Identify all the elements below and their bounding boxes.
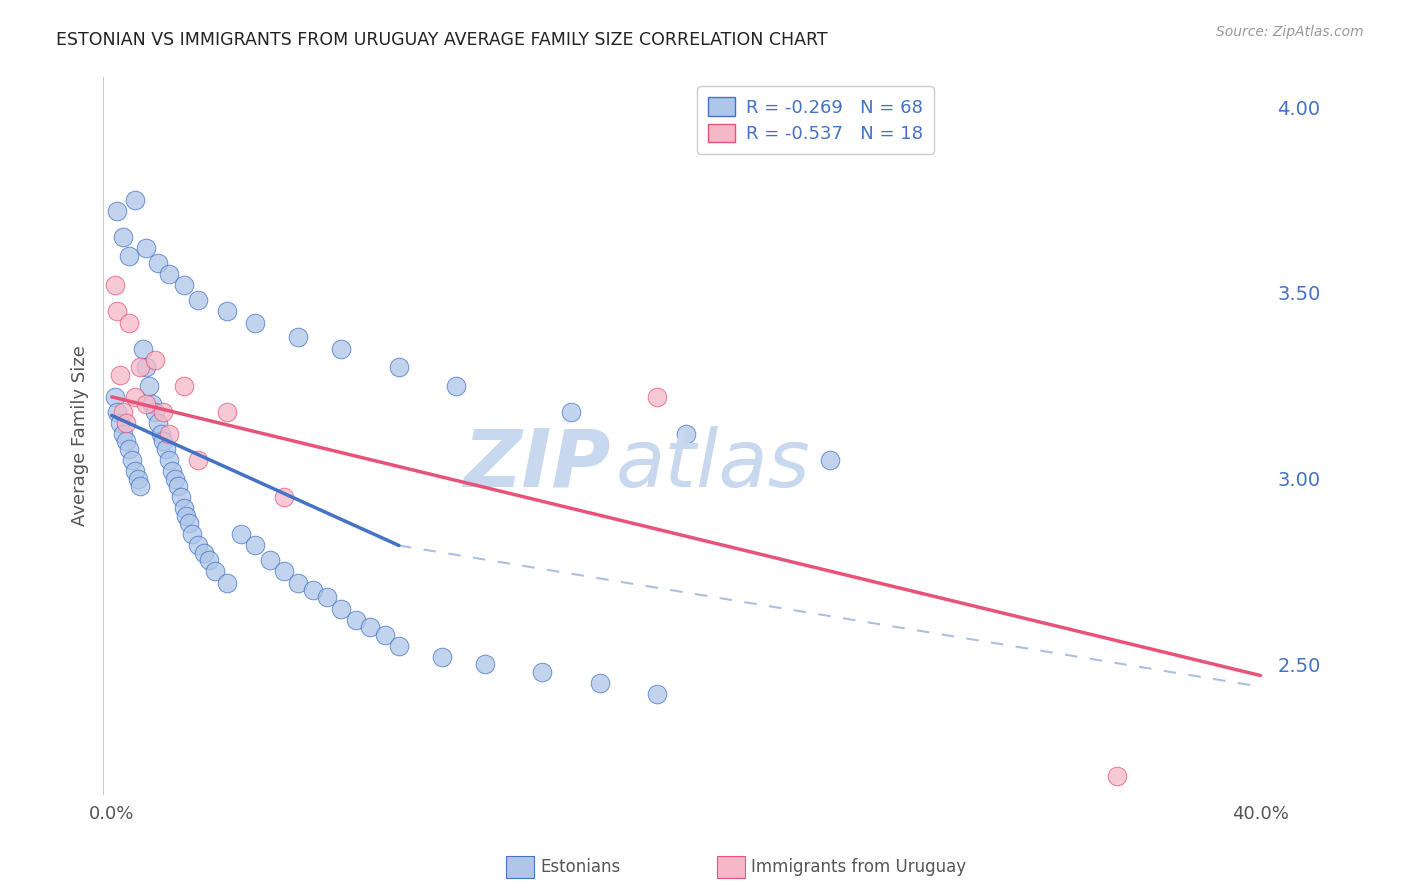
Point (187, 453, 209, 467)
Point (179, 516, 201, 531)
Point (143, 405, 166, 419)
Point (301, 583, 323, 598)
Text: Source: ZipAtlas.com: Source: ZipAtlas.com (1216, 25, 1364, 39)
Point (589, 676, 612, 690)
Point (647, 390, 669, 404)
Point (107, 204, 129, 219)
Point (316, 591, 339, 605)
Point (173, 378, 195, 392)
Point (818, 453, 841, 467)
Point (110, 416, 132, 430)
Point (169, 490, 191, 504)
Point (647, 687, 669, 701)
Point (127, 472, 149, 486)
Point (157, 453, 180, 467)
Point (149, 427, 172, 442)
Text: atlas: atlas (616, 425, 811, 504)
Point (675, 427, 697, 442)
Point (259, 553, 281, 567)
Point (112, 405, 135, 419)
Point (115, 416, 138, 430)
Point (163, 472, 186, 486)
Point (193, 546, 215, 560)
Point (135, 397, 157, 411)
Point (112, 427, 135, 442)
Point (215, 575, 238, 590)
Text: ZIP: ZIP (463, 425, 610, 504)
Point (124, 390, 146, 404)
Text: ESTONIAN VS IMMIGRANTS FROM URUGUAY AVERAGE FAMILY SIZE CORRELATION CHART: ESTONIAN VS IMMIGRANTS FROM URUGUAY AVER… (56, 31, 828, 49)
Point (388, 360, 411, 375)
Point (124, 464, 146, 478)
Text: Immigrants from Uruguay: Immigrants from Uruguay (751, 858, 966, 876)
Point (245, 539, 267, 553)
Point (187, 293, 209, 308)
Point (287, 575, 309, 590)
Point (110, 368, 132, 382)
Text: Estonians: Estonians (540, 858, 620, 876)
Point (118, 442, 141, 456)
Point (155, 442, 177, 456)
Point (560, 405, 582, 419)
Point (132, 342, 155, 356)
Point (124, 193, 146, 207)
Point (173, 501, 195, 516)
Point (157, 268, 180, 282)
Point (176, 508, 198, 523)
Point (112, 230, 135, 244)
Point (204, 565, 226, 579)
Point (135, 241, 157, 255)
Point (198, 553, 221, 567)
Legend: R = -0.269   N = 68, R = -0.537   N = 18: R = -0.269 N = 68, R = -0.537 N = 18 (697, 87, 934, 154)
Point (118, 249, 141, 263)
Point (430, 649, 453, 664)
Point (157, 427, 180, 442)
Point (330, 601, 353, 615)
Point (135, 360, 157, 375)
Point (359, 620, 381, 634)
Point (215, 304, 238, 318)
Point (121, 453, 143, 467)
Point (474, 657, 496, 672)
Point (1105, 769, 1128, 783)
Point (141, 397, 163, 411)
Point (229, 527, 252, 541)
Point (152, 434, 174, 449)
Point (330, 342, 353, 356)
Point (115, 434, 138, 449)
Point (143, 352, 166, 367)
Point (138, 378, 160, 392)
Point (374, 627, 396, 641)
Point (173, 278, 195, 293)
Point (187, 539, 209, 553)
Point (107, 304, 129, 318)
Point (129, 479, 152, 493)
Point (146, 416, 169, 430)
Point (215, 405, 238, 419)
Point (181, 527, 204, 541)
Point (104, 278, 127, 293)
Point (245, 316, 267, 330)
Point (118, 316, 141, 330)
Point (160, 464, 183, 478)
Point (446, 378, 468, 392)
Point (273, 490, 295, 504)
Point (388, 639, 411, 653)
Point (531, 665, 554, 679)
Point (344, 613, 367, 627)
Point (152, 405, 174, 419)
Point (129, 360, 152, 375)
Point (107, 405, 129, 419)
Point (287, 330, 309, 344)
Point (273, 565, 295, 579)
Point (166, 479, 188, 493)
Y-axis label: Average Family Size: Average Family Size (72, 345, 89, 526)
Point (146, 256, 169, 270)
Point (104, 390, 127, 404)
